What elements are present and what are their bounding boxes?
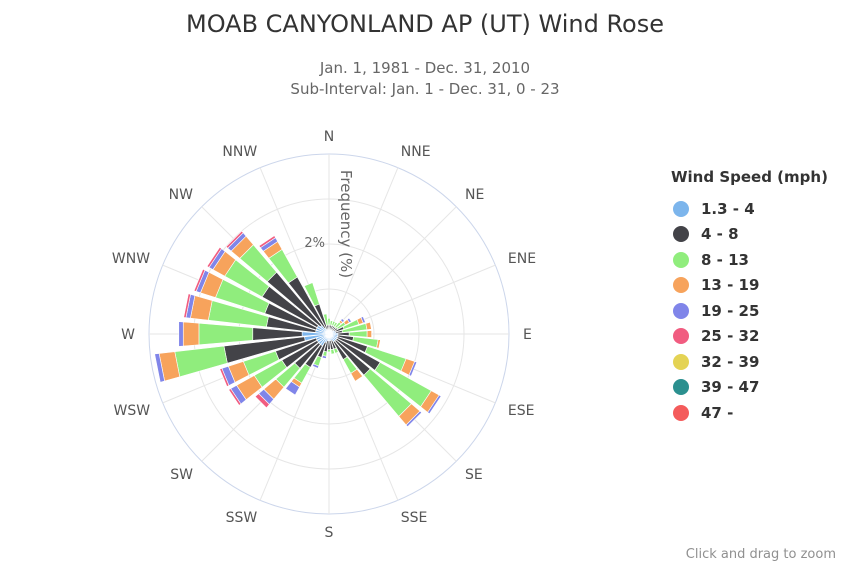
wind-bar-segment[interactable] <box>360 316 366 324</box>
legend-items: 1.3 - 4 4 - 8 8 - 13 13 - 19 19 - 25 25 - 32 3… <box>671 196 828 426</box>
radial-axis-title: Frequency (%) <box>337 170 355 278</box>
chart-title: MOAB CANYONLAND AP (UT) Wind Rose <box>185 10 664 38</box>
wind-bar-segment[interactable] <box>366 330 372 338</box>
wind-bar-segment[interactable] <box>285 381 300 396</box>
wind-bar-segment[interactable] <box>178 321 184 347</box>
legend-item[interactable]: 47 - <box>671 400 828 426</box>
wind-bar-segment[interactable] <box>348 330 368 338</box>
legend-item[interactable]: 39 - 47 <box>671 375 828 401</box>
wind-bar-segment[interactable] <box>323 313 329 326</box>
legend-marker <box>673 353 689 370</box>
direction-label: ENE <box>508 251 536 267</box>
legend-label: 13 - 19 <box>701 276 760 295</box>
legend-label: 39 - 47 <box>701 378 760 397</box>
legend-item[interactable]: 32 - 39 <box>671 349 828 375</box>
wind-bar-segment[interactable] <box>225 230 244 249</box>
wind-bar-segment[interactable] <box>405 410 423 428</box>
wind-bar-segment[interactable] <box>330 348 335 355</box>
wind-bar-segment[interactable] <box>193 268 206 292</box>
wind-bar-segment[interactable] <box>365 321 372 330</box>
legend-marker <box>673 200 689 217</box>
direction-label: NNE <box>401 144 431 160</box>
wind-bar-segment[interactable] <box>327 318 331 326</box>
wind-bar-segment[interactable] <box>183 293 191 318</box>
grid-spoke <box>328 206 457 335</box>
legend-marker <box>673 302 689 319</box>
wind-bar-segment[interactable] <box>327 349 331 353</box>
wind-bar-segment[interactable] <box>154 353 165 383</box>
legend-label: 47 - <box>701 403 734 422</box>
legend-label: 4 - 8 <box>701 225 739 244</box>
wind-bar-segment[interactable] <box>408 361 418 377</box>
grid-spoke <box>328 333 399 501</box>
wind-bar-segment[interactable] <box>376 339 381 349</box>
wind-bar-segment[interactable] <box>198 322 254 346</box>
legend-label: 19 - 25 <box>701 301 760 320</box>
direction-label: N <box>324 129 334 145</box>
wind-bar-segment[interactable] <box>174 345 228 378</box>
direction-label: SW <box>170 467 193 483</box>
wind-bar-segment[interactable] <box>346 317 352 324</box>
direction-label: WSW <box>113 403 150 419</box>
chart-subtitle-period: Jan. 1, 1981 - Dec. 31, 2010 <box>319 59 531 77</box>
chart-subtitle-interval: Sub-Interval: Jan. 1 - Dec. 31, 0 - 23 <box>290 80 560 98</box>
wind-bar-segment[interactable] <box>206 246 222 268</box>
legend-marker <box>673 404 689 421</box>
wind-bar-segment[interactable] <box>340 318 345 323</box>
legend-title: Wind Speed (mph) <box>671 168 828 186</box>
wind-bar-segment[interactable] <box>332 321 338 328</box>
wind-bar-segment[interactable] <box>329 320 334 326</box>
legend-item[interactable]: 13 - 19 <box>671 273 828 299</box>
wind-bar-segment[interactable] <box>333 347 339 354</box>
legend-marker <box>673 251 689 268</box>
legend-label: 25 - 32 <box>701 327 760 346</box>
legend-item[interactable]: 8 - 13 <box>671 247 828 273</box>
zoom-hint: Click and drag to zoom <box>685 547 836 562</box>
direction-label: W <box>121 327 135 343</box>
wind-bar-segment[interactable] <box>182 321 200 347</box>
legend-label: 32 - 39 <box>701 352 760 371</box>
direction-label: NNW <box>222 144 257 160</box>
direction-label: SSW <box>226 510 258 526</box>
direction-label: SE <box>465 467 483 483</box>
legend-marker <box>673 379 689 396</box>
wind-bar-segment[interactable] <box>331 320 336 327</box>
wind-bar-segment[interactable] <box>228 388 242 406</box>
legend-marker <box>673 328 689 345</box>
wind-bar-segment[interactable] <box>312 363 320 369</box>
direction-label: WNW <box>112 251 150 267</box>
direction-label: NE <box>465 187 484 203</box>
legend-item[interactable]: 19 - 25 <box>671 298 828 324</box>
wind-bar-segment[interactable] <box>303 282 320 307</box>
legend-label: 1.3 - 4 <box>701 199 755 218</box>
wind-rose-bars[interactable] <box>154 230 442 428</box>
wind-bar-segment[interactable] <box>350 368 364 382</box>
legend: Wind Speed (mph) 1.3 - 4 4 - 8 8 - 13 13 - … <box>671 168 828 426</box>
direction-label: S <box>325 525 334 541</box>
direction-label: NW <box>169 187 193 203</box>
grid-spoke <box>328 167 399 335</box>
wind-bar-segment[interactable] <box>427 394 442 415</box>
wind-bar-segment[interactable] <box>254 393 270 409</box>
direction-label: ESE <box>508 403 535 419</box>
radial-axis-labels: 2% Frequency (%) <box>304 170 355 278</box>
legend-label: 8 - 13 <box>701 250 749 269</box>
legend-item[interactable]: 4 - 8 <box>671 222 828 248</box>
wind-bar-segment[interactable] <box>258 235 276 249</box>
legend-marker <box>673 277 689 294</box>
direction-label: SSE <box>401 510 428 526</box>
legend-marker <box>673 226 689 243</box>
legend-item[interactable]: 25 - 32 <box>671 324 828 350</box>
legend-item[interactable]: 1.3 - 4 <box>671 196 828 222</box>
radial-tick-label: 2% <box>304 236 325 251</box>
wind-bar-segment[interactable] <box>321 355 327 359</box>
direction-label: E <box>523 327 532 343</box>
wind-bar-segment[interactable] <box>219 367 230 387</box>
direction-labels: N NNE NE ENE E ESE SE SSE S SSW SW WSW W WNW NW NNW <box>112 129 536 541</box>
